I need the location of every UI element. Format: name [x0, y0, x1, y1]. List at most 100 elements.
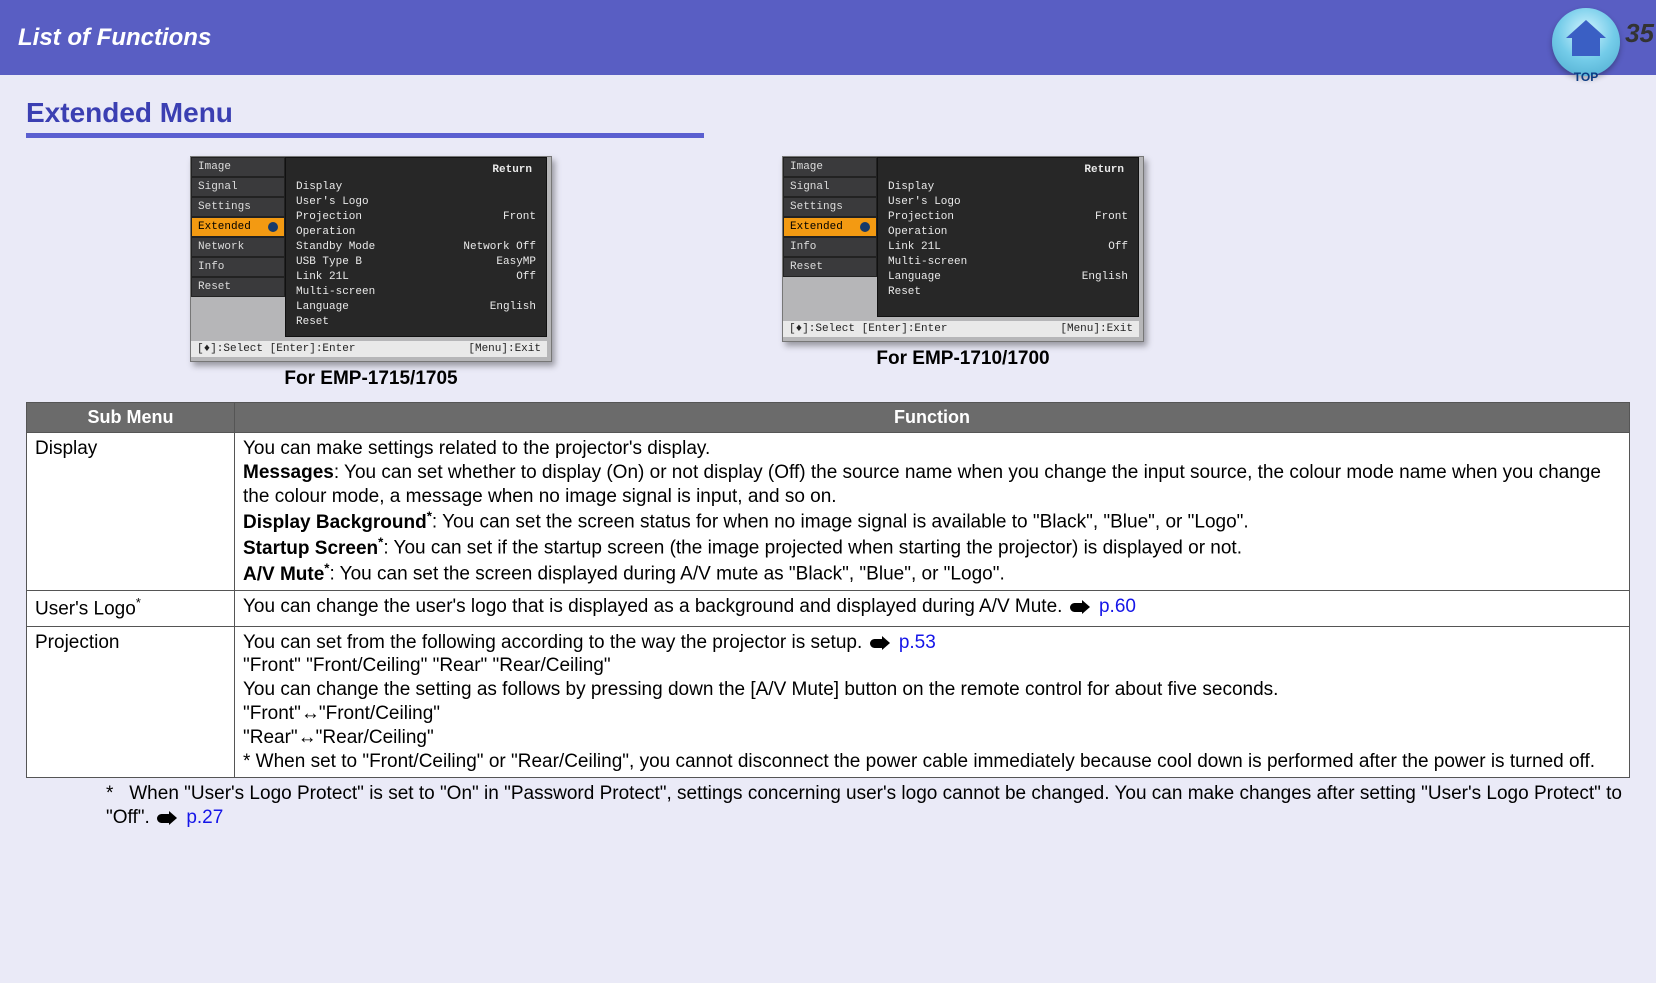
link-p53[interactable]: p.53 — [899, 632, 936, 653]
osd-row: Reset — [888, 285, 1128, 300]
screenshot-right-wrap: ImageSignalSettingsExtendedInfoReset Ret… — [782, 156, 1144, 390]
footnote: * When "User's Logo Protect" is set to "… — [106, 782, 1630, 830]
display-intro: You can make settings related to the pro… — [243, 438, 710, 459]
label-avmute: A/V Mute — [243, 564, 324, 585]
osd-tab: Info — [191, 257, 285, 277]
ss-right-tablist: ImageSignalSettingsExtendedInfoReset — [783, 157, 877, 317]
osd-row: LanguageEnglish — [888, 270, 1128, 285]
footnote-marker: * — [106, 783, 113, 804]
ss-left-tablist: ImageSignalSettingsExtendedNetworkInfoRe… — [191, 157, 285, 337]
ss-footer-right: [Menu]:Exit — [468, 343, 541, 355]
top-bar: List of Functions TOP 35 — [0, 0, 1656, 75]
label-startup: Startup Screen — [243, 538, 378, 559]
ss-footer-left: [♦]:Select [Enter]:Enter — [197, 343, 355, 355]
proj-l6: * When set to "Front/Ceiling" or "Rear/C… — [243, 751, 1595, 772]
submenu-userslogo: User's Logo* — [27, 591, 235, 626]
osd-row: LanguageEnglish — [296, 300, 536, 315]
link-p60[interactable]: p.60 — [1099, 596, 1136, 617]
osd-tab: Reset — [783, 257, 877, 277]
func-display: You can make settings related to the pro… — [235, 433, 1630, 591]
osd-row: ProjectionFront — [296, 210, 536, 225]
osd-tab: Signal — [783, 177, 877, 197]
text-startup: : You can set if the startup screen (the… — [383, 538, 1242, 559]
ss-footer-right: [Menu]:Exit — [1060, 323, 1133, 335]
osd-tab: Extended — [191, 217, 285, 237]
osd-tab: Image — [783, 157, 877, 177]
text-avmute: : You can set the screen displayed durin… — [329, 564, 1004, 585]
proj-l4b: "Front/Ceiling" — [319, 703, 440, 724]
osd-row: Multi-screen — [296, 285, 536, 300]
text-messages: : You can set whether to display (On) or… — [243, 462, 1601, 507]
screenshot-left-caption: For EMP-1715/1705 — [284, 368, 457, 390]
ss-footer-left: [♦]:Select [Enter]:Enter — [789, 323, 947, 335]
section-rule — [26, 133, 704, 138]
section-title: Extended Menu — [26, 97, 1630, 129]
label-bg: Display Background — [243, 512, 427, 533]
osd-row: Display — [888, 180, 1128, 195]
osd-tab: Network — [191, 237, 285, 257]
ss-left-panel: Return DisplayUser's LogoProjectionFront… — [285, 157, 547, 337]
osd-tab: Extended — [783, 217, 877, 237]
function-table: Sub Menu Function Display You can make s… — [26, 402, 1630, 778]
pointer-icon — [870, 637, 892, 649]
osd-row: Display — [296, 180, 536, 195]
top-bar-title: List of Functions — [18, 24, 211, 52]
osd-tab: Image — [191, 157, 285, 177]
func-userslogo: You can change the user's logo that is d… — [235, 591, 1630, 626]
func-projection: You can set from the following according… — [235, 626, 1630, 778]
label-messages: Messages — [243, 462, 334, 483]
proj-l4a: "Front" — [243, 703, 301, 724]
osd-row: USB Type BEasyMP — [296, 255, 536, 270]
th-function: Function — [235, 403, 1630, 433]
page-content: Extended Menu ImageSignalSettingsExtende… — [0, 75, 1656, 840]
proj-l1: You can set from the following according… — [243, 632, 868, 653]
ss-return-label: Return — [888, 164, 1128, 176]
proj-l5a: "Rear" — [243, 727, 298, 748]
top-icon-label: TOP — [1546, 70, 1626, 84]
osd-tab: Reset — [191, 277, 285, 297]
screenshot-left-wrap: ImageSignalSettingsExtendedNetworkInfoRe… — [190, 156, 552, 390]
submenu-display: Display — [27, 433, 235, 591]
osd-tab: Signal — [191, 177, 285, 197]
table-row: Projection You can set from the followin… — [27, 626, 1630, 778]
page-number: 35 — [1625, 18, 1654, 49]
osd-row: Multi-screen — [888, 255, 1128, 270]
ss-left-footer: [♦]:Select [Enter]:Enter [Menu]:Exit — [191, 341, 547, 357]
table-row: User's Logo* You can change the user's l… — [27, 591, 1630, 626]
table-row: Display You can make settings related to… — [27, 433, 1630, 591]
ss-right-footer: [♦]:Select [Enter]:Enter [Menu]:Exit — [783, 321, 1139, 337]
osd-row: Reset — [296, 315, 536, 330]
osd-row: User's Logo — [888, 195, 1128, 210]
screenshot-right: ImageSignalSettingsExtendedInfoReset Ret… — [782, 156, 1144, 342]
pointer-icon — [157, 812, 179, 824]
osd-row: Link 21LOff — [296, 270, 536, 285]
proj-l5b: "Rear/Ceiling" — [316, 727, 434, 748]
proj-l2: "Front" "Front/Ceiling" "Rear" "Rear/Cei… — [243, 655, 611, 676]
text-bg: : You can set the screen status for when… — [432, 512, 1249, 533]
ss-return-label: Return — [296, 164, 536, 176]
link-p27[interactable]: p.27 — [186, 807, 223, 828]
submenu-projection: Projection — [27, 626, 235, 778]
double-arrow-icon: ↔ — [298, 726, 316, 750]
osd-row: Operation — [888, 225, 1128, 240]
osd-row: Standby ModeNetwork Off — [296, 240, 536, 255]
osd-row: Link 21LOff — [888, 240, 1128, 255]
text-userslogo: You can change the user's logo that is d… — [243, 596, 1068, 617]
proj-l3: You can change the setting as follows by… — [243, 679, 1278, 700]
th-submenu: Sub Menu — [27, 403, 235, 433]
screenshot-left: ImageSignalSettingsExtendedNetworkInfoRe… — [190, 156, 552, 362]
screenshot-right-caption: For EMP-1710/1700 — [876, 348, 1049, 370]
double-arrow-icon: ↔ — [301, 702, 319, 726]
footnote-text: When "User's Logo Protect" is set to "On… — [106, 783, 1622, 828]
osd-tab: Info — [783, 237, 877, 257]
ss-right-panel: Return DisplayUser's LogoProjectionFront… — [877, 157, 1139, 317]
osd-tab: Settings — [191, 197, 285, 217]
osd-row: ProjectionFront — [888, 210, 1128, 225]
osd-row: User's Logo — [296, 195, 536, 210]
pointer-icon — [1070, 601, 1092, 613]
home-icon — [1552, 8, 1620, 76]
osd-row: Operation — [296, 225, 536, 240]
screenshot-row: ImageSignalSettingsExtendedNetworkInfoRe… — [190, 156, 1630, 390]
osd-tab: Settings — [783, 197, 877, 217]
top-home-icon[interactable]: TOP — [1546, 2, 1626, 82]
